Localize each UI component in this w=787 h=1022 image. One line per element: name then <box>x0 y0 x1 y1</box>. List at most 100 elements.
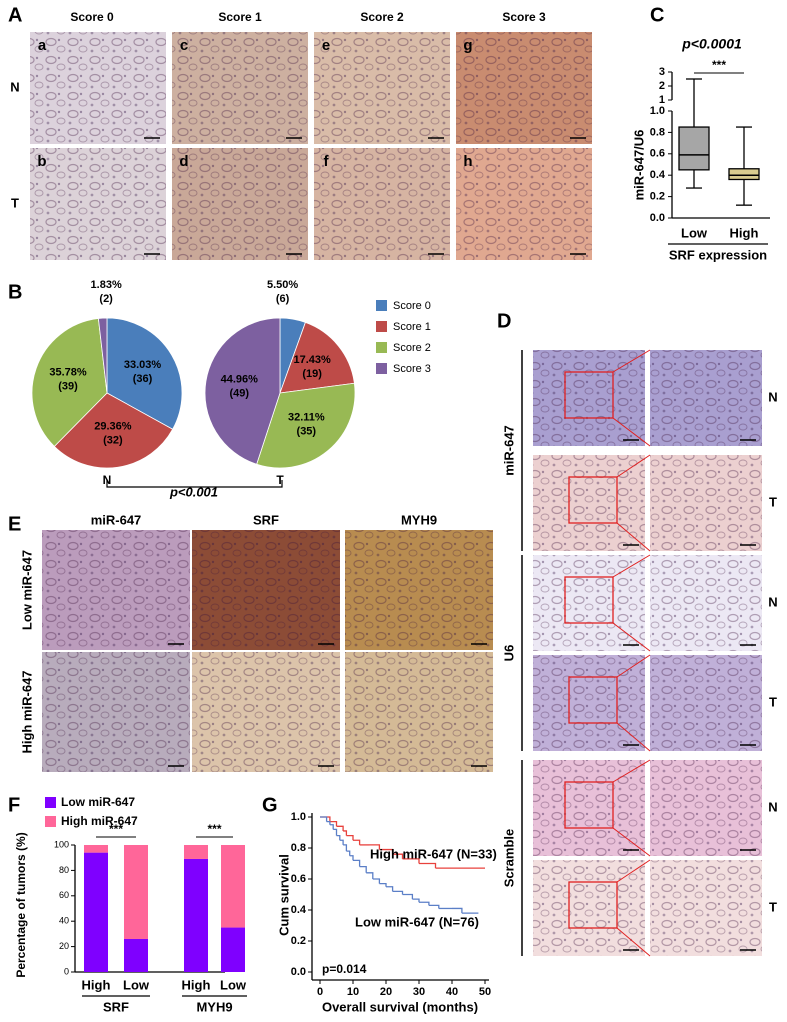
y-tick-label: 0.8 <box>291 842 306 854</box>
legend-label: Score 0 <box>393 300 431 312</box>
group-label: Scramble <box>501 829 516 888</box>
slice-count: (49) <box>229 387 249 399</box>
group-label: SRF <box>103 999 129 1014</box>
slice-count: (32) <box>103 435 123 447</box>
survival-step <box>353 839 361 845</box>
y-tick-label: 20 <box>59 941 69 951</box>
survival-step <box>326 821 331 825</box>
legend-swatch <box>376 342 387 353</box>
column-header: Score 1 <box>218 10 262 24</box>
zoom-line <box>616 654 651 678</box>
column-header: MYH9 <box>401 512 437 527</box>
legend-label: Low miR-647 <box>61 795 135 809</box>
survival-step <box>419 901 430 906</box>
survival-step <box>359 865 367 873</box>
histology-texture <box>533 760 645 856</box>
bar-segment <box>184 845 208 859</box>
slice-count: (2) <box>99 293 113 305</box>
zoom-line <box>616 522 651 552</box>
histology-texture <box>30 148 166 260</box>
series-label: Low miR-647 (N=76) <box>355 914 479 929</box>
histology-texture <box>650 455 762 551</box>
row-label: T <box>769 694 777 709</box>
survival-step <box>372 878 381 884</box>
panel-letter: B <box>8 281 22 303</box>
zoom-box <box>564 781 614 829</box>
zoom-box <box>568 476 618 524</box>
zoom-line <box>612 554 651 578</box>
survival-step <box>392 853 404 859</box>
slice-count: (35) <box>297 426 317 438</box>
group-label: U6 <box>501 645 516 662</box>
y-tick-label: 0.4 <box>291 904 307 916</box>
survival-step <box>343 844 348 852</box>
p-value: p=0.014 <box>322 962 367 976</box>
column-header: Score 3 <box>502 10 546 24</box>
row-label: N <box>768 799 777 814</box>
survival-step <box>333 828 338 836</box>
p-value: p<0.001 <box>169 484 218 499</box>
survival-step <box>428 904 440 909</box>
survival-step <box>349 855 354 861</box>
y-tick-label: 80 <box>59 865 69 875</box>
significance: *** <box>207 822 221 836</box>
significance: *** <box>712 58 726 72</box>
y-axis-label: miR-647/U6 <box>631 130 646 201</box>
image-letter: c <box>180 37 188 54</box>
y-tick-label: 0.6 <box>650 148 665 160</box>
y-axis-label: Cum survival <box>276 854 291 936</box>
legend-swatch <box>376 321 387 332</box>
bar-segment <box>84 845 108 853</box>
panel-letter: G <box>262 794 278 816</box>
slice-count: (39) <box>58 380 78 392</box>
survival-step <box>379 848 394 855</box>
pie-slice <box>53 392 174 469</box>
zoom-box <box>568 676 618 724</box>
histology-texture <box>192 530 340 650</box>
survival-step <box>366 872 374 879</box>
survival-step <box>346 850 351 856</box>
bar-segment <box>124 938 148 972</box>
x-tick-label: High <box>182 977 211 992</box>
survival-step <box>379 883 387 887</box>
x-tick-label: 40 <box>446 986 458 998</box>
x-tick-label: Low <box>681 225 708 240</box>
pie-slice <box>204 317 281 465</box>
legend-label: Score 1 <box>393 321 431 333</box>
pie-label: T <box>276 473 284 487</box>
row-label: High miR-647 <box>19 670 34 753</box>
survival-step <box>320 816 331 822</box>
zoom-line <box>616 454 651 478</box>
image-letter: f <box>324 153 330 170</box>
survival-step <box>336 825 344 831</box>
significance: *** <box>109 822 123 836</box>
x-tick-label: Low <box>123 977 150 992</box>
x-tick-label: Low <box>220 977 247 992</box>
y-tick-label: 0 <box>64 966 69 976</box>
legend-swatch <box>376 300 387 311</box>
bar-segment <box>184 858 208 972</box>
image-letter: a <box>38 37 47 54</box>
box <box>678 126 710 171</box>
histology-texture <box>533 350 645 446</box>
bar-segment <box>221 927 245 972</box>
survival-step <box>402 858 420 864</box>
zoom-box <box>568 881 618 929</box>
panel-letter: C <box>650 4 664 26</box>
legend-swatch <box>45 816 56 827</box>
y-tick-label: 0.0 <box>650 212 665 224</box>
panel-letter: F <box>8 794 20 816</box>
histology-texture <box>345 530 493 650</box>
histology-texture <box>314 32 450 144</box>
zoom-line <box>612 349 651 373</box>
pie-slice <box>31 318 108 447</box>
pie-slice <box>279 321 355 394</box>
column-header: SRF <box>253 512 279 527</box>
y-tick-label: 0.4 <box>650 169 666 181</box>
y-tick-label: 40 <box>59 916 69 926</box>
survival-step <box>386 886 394 892</box>
legend-label: High miR-647 <box>61 814 138 828</box>
zoom-line <box>616 859 651 883</box>
bar-segment <box>84 852 108 972</box>
